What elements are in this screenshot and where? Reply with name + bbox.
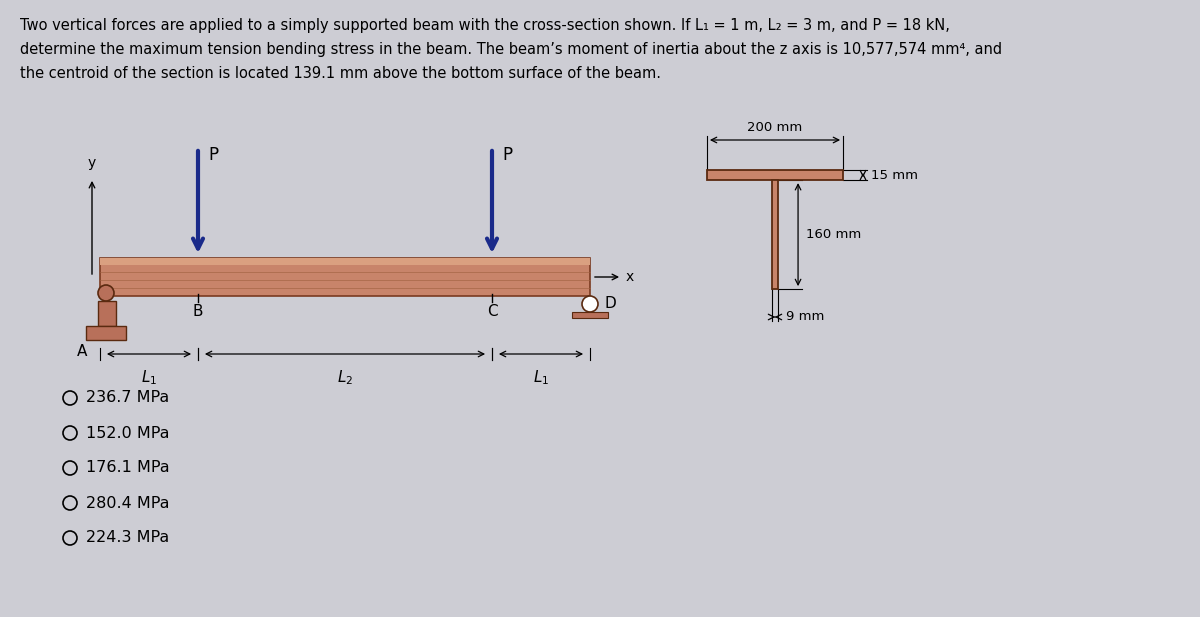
Text: 224.3 MPa: 224.3 MPa (86, 531, 169, 545)
Text: 280.4 MPa: 280.4 MPa (86, 495, 169, 510)
Text: the centroid of the section is located 139.1 mm above the bottom surface of the : the centroid of the section is located 1… (20, 66, 661, 81)
Text: Two vertical forces are applied to a simply supported beam with the cross-sectio: Two vertical forces are applied to a sim… (20, 18, 950, 33)
Text: 15 mm: 15 mm (871, 168, 918, 181)
Bar (86, 326, 126, 340)
Text: 152.0 MPa: 152.0 MPa (86, 426, 169, 441)
Bar (100, 258, 590, 265)
Circle shape (582, 296, 598, 312)
Text: 200 mm: 200 mm (748, 121, 803, 134)
Text: P: P (208, 146, 218, 164)
Circle shape (98, 285, 114, 301)
Text: A: A (77, 344, 88, 359)
Text: D: D (604, 297, 616, 312)
Bar (707, 170, 842, 180)
Text: determine the maximum tension bending stress in the beam. The beam’s moment of i: determine the maximum tension bending st… (20, 42, 1002, 57)
Text: P: P (502, 146, 512, 164)
Text: x: x (626, 270, 635, 284)
Text: $L_1$: $L_1$ (533, 368, 550, 387)
Text: $L_1$: $L_1$ (140, 368, 157, 387)
Text: 236.7 MPa: 236.7 MPa (86, 391, 169, 405)
Bar (98, 301, 116, 326)
Bar (772, 180, 778, 289)
Text: 176.1 MPa: 176.1 MPa (86, 460, 169, 476)
Text: 160 mm: 160 mm (806, 228, 862, 241)
Text: $L_2$: $L_2$ (337, 368, 353, 387)
Text: y: y (88, 156, 96, 170)
Bar (572, 312, 608, 318)
Text: B: B (193, 304, 203, 319)
Text: C: C (487, 304, 497, 319)
Text: 9 mm: 9 mm (786, 310, 824, 323)
Bar (100, 258, 590, 296)
